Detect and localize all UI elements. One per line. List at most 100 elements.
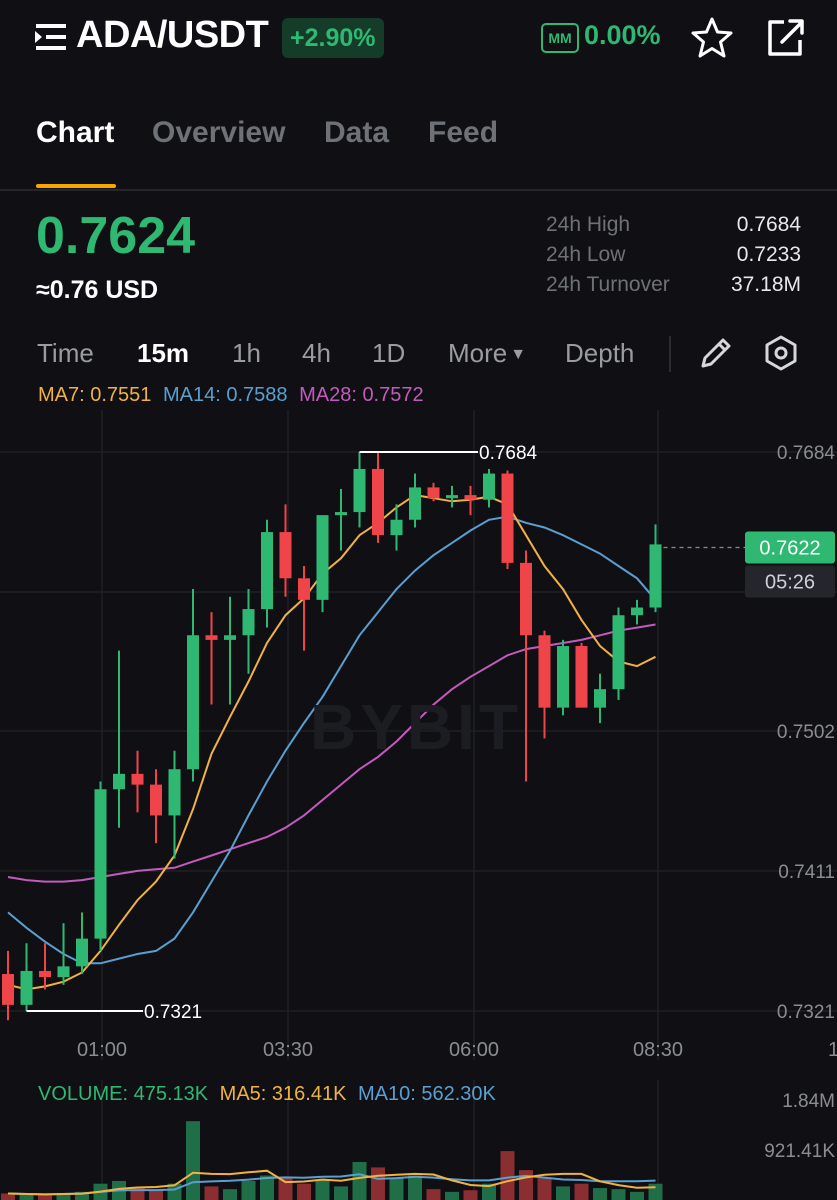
last-price: 0.7624 <box>36 207 196 265</box>
stat-high-label: 24h High <box>546 213 631 236</box>
volume-bar <box>519 1170 533 1200</box>
ma14-line <box>7 515 657 965</box>
candle-body <box>316 515 329 600</box>
candle-body <box>520 562 532 636</box>
tab-bar: Chart Overview Data Feed <box>0 100 837 190</box>
tab-overview[interactable]: Overview <box>152 116 286 149</box>
candle-body <box>187 635 199 770</box>
candle-body <box>335 512 347 516</box>
volume-bar <box>611 1189 626 1200</box>
change-badge: +2.90% <box>282 18 384 58</box>
ma-legend: MA7: 0.7551 MA14: 0.7588 MA28: 0.7572 <box>38 384 430 407</box>
volume-bar <box>130 1188 145 1200</box>
x-axis-tick-label: 08:30 <box>633 1039 683 1060</box>
volume-bar <box>56 1192 71 1200</box>
volume-bar <box>75 1191 89 1200</box>
candle-body <box>483 473 495 500</box>
interval-1h[interactable]: 1h <box>232 338 261 368</box>
volume-bar <box>537 1178 552 1200</box>
mm-badge[interactable]: MM <box>541 23 579 53</box>
y-axis-tick-label: 0.7411 <box>778 862 835 883</box>
volume-bar <box>186 1121 200 1200</box>
candle-body <box>205 635 218 640</box>
volume-bar <box>149 1190 163 1200</box>
candle-body <box>113 773 125 790</box>
volume-bar <box>556 1186 570 1200</box>
volume-bar <box>500 1151 515 1200</box>
price-chart[interactable]: 0.7684 0.7502 0.7411 0.7321 01:00 03:30 06:00 0… <box>0 410 837 1060</box>
x-axis-tick-label: 01:00 <box>77 1039 127 1060</box>
share-icon[interactable] <box>762 16 806 60</box>
volume-bar <box>204 1186 219 1200</box>
volume-bar <box>408 1175 422 1200</box>
volume-bar <box>574 1183 589 1200</box>
candle-body <box>131 773 144 785</box>
volume-bar <box>426 1189 441 1200</box>
pencil-icon[interactable] <box>697 334 735 372</box>
volume-bar <box>260 1175 274 1200</box>
vol-y-tick-label: 921.41K <box>764 1141 835 1162</box>
candle-body <box>427 487 440 499</box>
candle-body <box>298 578 310 600</box>
candle-body <box>261 532 273 610</box>
interval-4h[interactable]: 4h <box>302 338 331 368</box>
x-axis-tick-label: 06:00 <box>449 1039 499 1060</box>
volume-ma5-line <box>7 1169 656 1196</box>
volume-chart[interactable]: 1.84M 921.41K <box>0 1080 837 1200</box>
y-axis-tick-label: 0.7684 <box>777 443 836 464</box>
volume-bar <box>241 1180 256 1200</box>
menu-icon[interactable] <box>34 22 68 52</box>
candle-body <box>150 784 162 816</box>
countdown-label: 05:26 <box>765 571 815 593</box>
usd-price: ≈0.76 USD <box>36 276 159 304</box>
low-marker-label: 0.7321 <box>144 1002 202 1023</box>
candle-body <box>557 646 569 708</box>
x-axis-tick-label: 11 <box>828 1039 837 1060</box>
interval-15m[interactable]: 15m <box>137 338 190 368</box>
caret-down-icon: ▼ <box>510 346 527 363</box>
volume-bar <box>315 1179 330 1200</box>
volume-bar <box>463 1190 478 1200</box>
candle-body <box>224 635 236 640</box>
stat-low-value: 0.7233 <box>736 243 801 266</box>
interval-time[interactable]: Time <box>37 338 94 368</box>
volume-bar <box>297 1183 311 1200</box>
current-price-label: 0.7622 <box>759 537 820 559</box>
depth-tab[interactable]: Depth <box>565 338 635 368</box>
stat-turnover-label: 24h Turnover <box>546 273 670 296</box>
tabs-divider <box>0 189 837 191</box>
more-dropdown[interactable]: More ▼ <box>448 338 526 369</box>
volume-ma10-line <box>7 1173 656 1196</box>
volume-ma10-legend: MA10: 562.30K <box>357 1083 496 1105</box>
pair-title[interactable]: ADA/USDT <box>76 14 269 56</box>
star-icon[interactable] <box>690 16 734 60</box>
candle-body <box>372 468 384 536</box>
volume-bar <box>19 1194 34 1200</box>
volume-legend: VOLUME: 475.13K MA5: 316.41K MA10: 562.3… <box>38 1083 502 1106</box>
watermark: BYBIT <box>310 691 522 763</box>
candle-body <box>39 970 51 978</box>
more-label: More <box>448 338 508 368</box>
candle-body <box>168 769 181 816</box>
tab-data[interactable]: Data <box>324 116 390 149</box>
candle-body <box>538 635 551 708</box>
volume-bar <box>352 1161 367 1200</box>
mm-value[interactable]: 0.00% <box>584 20 661 50</box>
candle-body <box>20 970 33 1005</box>
tab-feed[interactable]: Feed <box>428 116 499 149</box>
tab-chart[interactable]: Chart <box>36 116 115 149</box>
settings-icon[interactable] <box>762 334 800 372</box>
volume-bar <box>593 1188 607 1200</box>
ma28-legend: MA28: 0.7572 <box>299 384 424 406</box>
candle-body <box>464 495 477 500</box>
ma14-legend: MA14: 0.7588 <box>162 384 288 406</box>
volume-legend-value: VOLUME: 475.13K <box>38 1083 209 1105</box>
tab-active-indicator <box>36 184 116 188</box>
volume-bar <box>482 1183 496 1200</box>
interval-1d[interactable]: 1D <box>372 338 406 368</box>
volume-bar <box>389 1178 404 1200</box>
candle-body <box>390 519 403 536</box>
candle-body <box>279 532 292 579</box>
candle-body <box>649 544 662 608</box>
candle-body <box>575 646 588 708</box>
